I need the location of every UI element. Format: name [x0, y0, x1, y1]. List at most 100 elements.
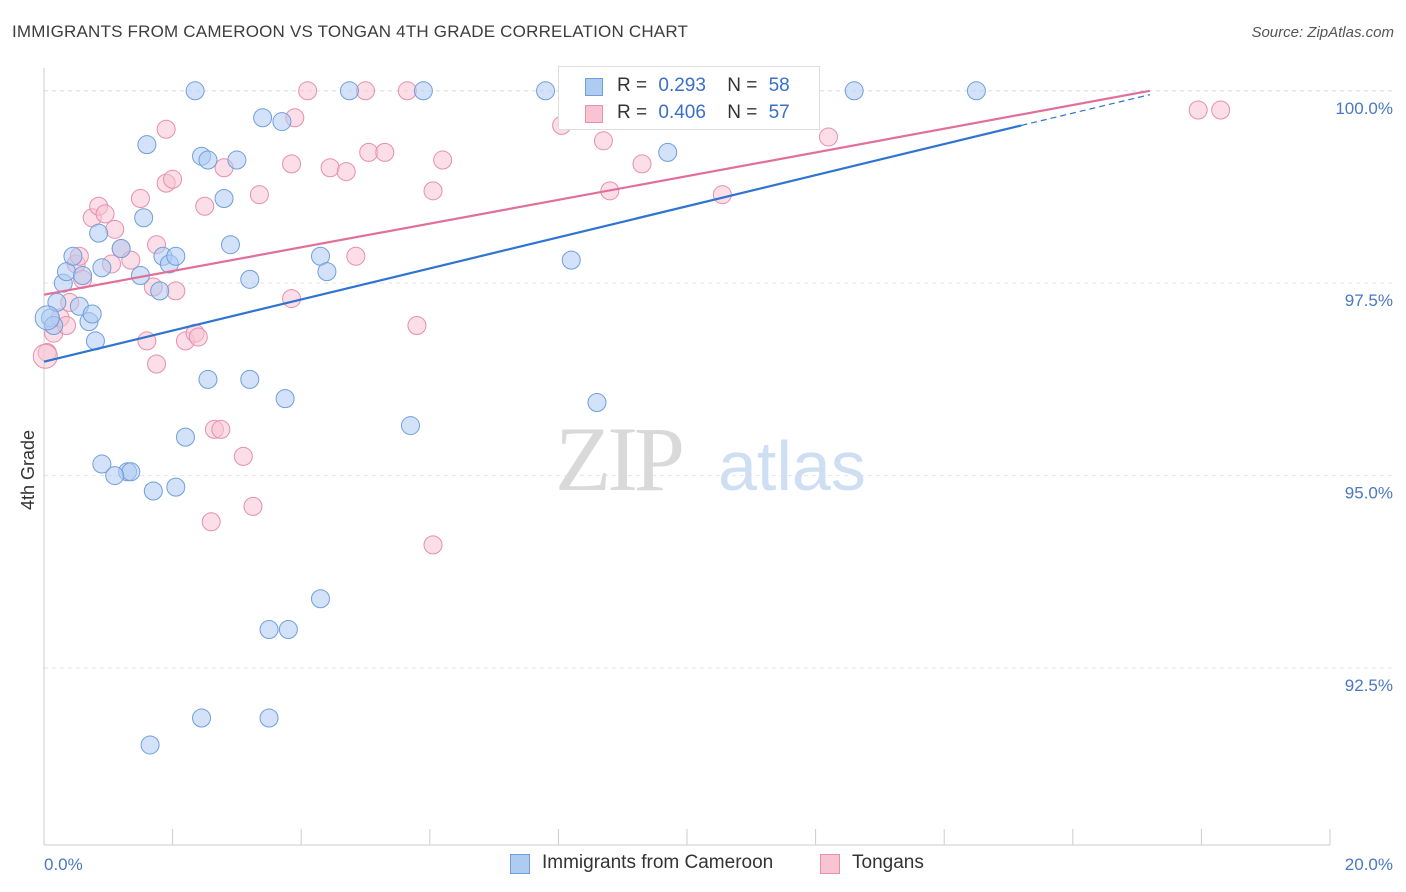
tongans-point [298, 81, 318, 101]
cameroon-point [272, 112, 292, 132]
cameroon-point [253, 108, 273, 128]
cameroon-point [536, 81, 556, 101]
tongans-point [243, 496, 263, 516]
cameroon-point [92, 258, 112, 278]
tongans-point [433, 150, 453, 170]
tongans-point [166, 281, 186, 301]
cameroon-point [214, 189, 234, 209]
cameroon-point [150, 281, 170, 301]
cameroon-point [134, 208, 154, 228]
tongans-point [105, 219, 125, 239]
cameroon-point [105, 466, 125, 486]
tongans-point [359, 142, 379, 162]
watermark-atlas: atlas [718, 427, 866, 505]
cameroon-point [198, 369, 218, 389]
legend-n-label: N = [727, 102, 758, 123]
tongans-point [632, 154, 652, 174]
tongans-point [407, 316, 427, 336]
tongans-point [188, 327, 208, 347]
cameroon-point [175, 427, 195, 447]
tongans-point-large [32, 343, 58, 369]
tongans-point [249, 185, 269, 205]
cameroon-point-large [34, 305, 60, 331]
tongans-point [1211, 100, 1231, 120]
cameroon-point [89, 223, 109, 243]
legend-swatch-blue [585, 78, 603, 96]
cameroon-point [140, 735, 160, 755]
tongans-point [593, 131, 613, 151]
legend-r-label: R = [617, 102, 648, 123]
tongans-point [163, 169, 183, 189]
y-tick-label: 100.0% [1335, 99, 1393, 118]
cameroon-point [92, 454, 112, 474]
cameroon-point [844, 81, 864, 101]
cameroon-point [82, 304, 102, 324]
cameroon-point [73, 265, 93, 285]
watermark: ZIP atlas [555, 408, 866, 510]
cameroon-point [275, 389, 295, 409]
legend-r-value-cameroon: 0.293 [658, 75, 706, 96]
legend-swatch-blue [510, 854, 530, 874]
tongans-point [95, 204, 115, 224]
legend-swatch-pink [820, 854, 840, 874]
cameroon-point [220, 235, 240, 255]
cameroon-point [227, 150, 247, 170]
legend-r-label: R = [617, 75, 648, 96]
cameroon-point [658, 142, 678, 162]
cameroon-point [310, 589, 330, 609]
tongans-point [1188, 100, 1208, 120]
tongans-point [233, 446, 253, 466]
tongans-point [130, 189, 150, 209]
cameroon-point [259, 708, 279, 728]
cameroon-point [259, 620, 279, 640]
cameroon-point [192, 708, 212, 728]
cameroon-point [166, 246, 186, 266]
legend-n-value-tongans: 57 [768, 102, 790, 123]
cameroon-trend-extension [1021, 94, 1151, 127]
tongans-point [375, 142, 395, 162]
tongans-point [211, 419, 231, 439]
tongans-point [282, 154, 302, 174]
source-label: Source: ZipAtlas.com [1251, 24, 1394, 41]
tongans-point [397, 81, 417, 101]
legend-swatch-pink [585, 105, 603, 123]
tongans-point [156, 119, 176, 139]
tongans-point [195, 196, 215, 216]
tongans-point [147, 354, 167, 374]
legend-label-tongans: Tongans [852, 852, 924, 873]
y-tick-label: 97.5% [1345, 291, 1393, 310]
cameroon-point [111, 239, 131, 259]
cameroon-point [317, 262, 337, 282]
cameroon-point [63, 246, 83, 266]
cameroon-point [240, 369, 260, 389]
legend-n-label: N = [727, 75, 758, 96]
trend-lines [43, 89, 1151, 363]
y-tick-label: 92.5% [1345, 676, 1393, 695]
tongans-point [282, 289, 302, 309]
tongans-point [320, 158, 340, 178]
y-tick-labels: 100.0% 97.5% 95.0% 92.5% [1335, 99, 1393, 695]
y-axis-label: 4th Grade [18, 430, 38, 510]
cameroon-point [278, 620, 298, 640]
series-legend: Immigrants from Cameroon Tongans [0, 852, 1406, 878]
stats-legend: R = 0.293 N = 58 R = 0.406 N = 57 [558, 66, 820, 130]
cameroon-point [401, 416, 421, 436]
tongans-point [423, 535, 443, 555]
cameroon-point [587, 392, 607, 412]
x-tick-labels: 0.0% 20.0% [44, 855, 1393, 874]
tongans-point [818, 127, 838, 147]
cameroon-point [339, 81, 359, 101]
cameroon-trend-line [43, 124, 1022, 363]
tongans-point [423, 181, 443, 201]
legend-label-cameroon: Immigrants from Cameroon [542, 852, 774, 873]
axes [43, 68, 1331, 846]
tongans-point [346, 246, 366, 266]
cameroon-point [166, 477, 186, 497]
legend-n-value-cameroon: 58 [768, 75, 790, 96]
cameroon-point [121, 462, 141, 482]
legend-r-value-tongans: 0.406 [658, 102, 706, 123]
cameroon-point [240, 269, 260, 289]
tongans-point [201, 512, 221, 532]
cameroon-point [966, 81, 986, 101]
